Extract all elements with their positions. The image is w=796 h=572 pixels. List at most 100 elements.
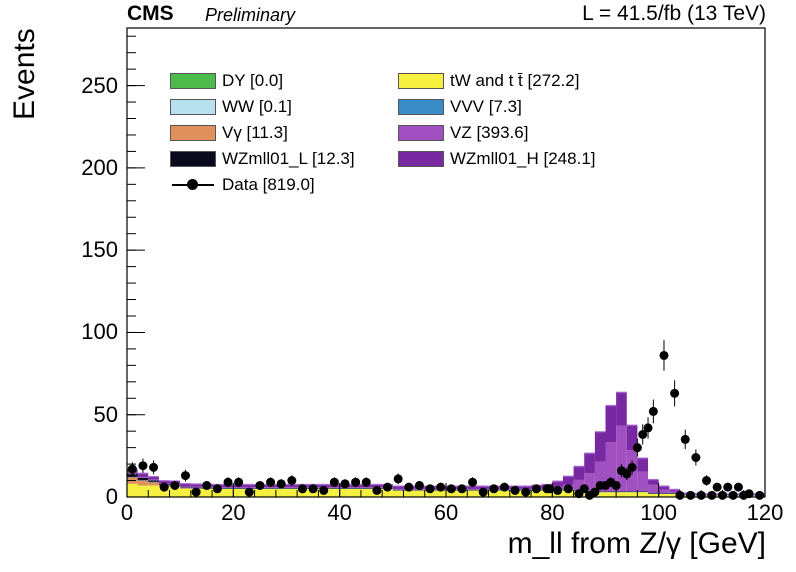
bar-tw-ttbar [446, 490, 457, 497]
bar-tw-ttbar [222, 488, 234, 497]
data-point [138, 461, 148, 471]
bar-wzmll01-l [360, 488, 372, 489]
legend-swatch-vvv [398, 99, 444, 115]
bar-wzmll01-l [286, 488, 298, 489]
data-point [712, 482, 722, 492]
data-point [643, 423, 653, 433]
stacked-histogram [127, 391, 765, 497]
bar-wzmll01-l [222, 488, 234, 489]
data-point [489, 484, 499, 494]
bar-wzmll01-l [329, 488, 340, 489]
stack-total-edge [148, 475, 159, 478]
data-point [632, 443, 642, 453]
data-point [457, 484, 467, 494]
stack-total-edge [243, 483, 255, 486]
data-point [478, 487, 488, 497]
bar-tw-ttbar [637, 492, 649, 497]
data-point [468, 477, 478, 487]
bar-vz [648, 484, 659, 494]
bar-wzmll01-h [626, 425, 638, 451]
x-tick-label: 100 [640, 500, 678, 525]
bar-vvv [148, 481, 159, 483]
data-point [728, 490, 738, 500]
stack-total-edge [658, 485, 670, 488]
bar-vvv [137, 480, 149, 481]
bar-wzmll01-h [562, 476, 574, 485]
legend-swatch-ww [170, 99, 216, 115]
bar-tw-ttbar [169, 487, 181, 497]
y-tick-label: 250 [81, 72, 118, 98]
bar-vvv [669, 493, 680, 494]
bar-tw-ttbar [648, 493, 659, 497]
bar-wzmll01-h [637, 458, 649, 472]
bar-vvv [648, 493, 659, 494]
bar-tw-ttbar [360, 488, 372, 497]
stack-total-edge [626, 424, 638, 427]
data-point [361, 477, 371, 487]
bar-vvv [722, 495, 734, 496]
stack-total-edge [520, 485, 532, 488]
bar-vvv [711, 495, 723, 496]
x-tick-label: 60 [433, 500, 459, 525]
stack-total-edge [733, 493, 744, 496]
bar-wzmll01-h [467, 486, 478, 489]
bar-wzmll01-h [648, 479, 659, 485]
stack-total-edge [318, 483, 330, 486]
bar-vvv [467, 490, 478, 491]
bar-vvv [286, 488, 298, 489]
data-point [733, 482, 743, 492]
bar-wzmll01-l [414, 489, 425, 491]
x-tick-label: 40 [327, 500, 352, 525]
bar-tw-ttbar [733, 495, 744, 497]
bar-tw-ttbar [201, 488, 213, 497]
bar-vvv [626, 491, 638, 493]
data-point [244, 487, 254, 497]
bar-vvv [701, 495, 712, 496]
data-point [149, 462, 159, 472]
bar-vvv [414, 490, 425, 491]
bar-wzmll01-l [233, 488, 244, 489]
bar-tw-ttbar [722, 495, 734, 497]
data-point [191, 487, 201, 497]
bar-vg [180, 487, 191, 489]
bar-tw-ttbar [488, 490, 500, 497]
bar-vz [329, 487, 340, 489]
legend-entry-vvv: VVV [7.3] [398, 97, 522, 117]
bar-vz [573, 479, 585, 490]
bar-vz [594, 461, 606, 492]
bar-vz [180, 486, 191, 488]
axis-ticks [126, 35, 766, 498]
data-point [297, 484, 307, 494]
bar-vz [190, 486, 202, 488]
data-point [553, 485, 563, 495]
bar-tw-ttbar [435, 490, 446, 497]
data-point [446, 484, 456, 494]
bar-wzmll01-l [148, 480, 159, 482]
data-point [648, 406, 658, 416]
bar-tw-ttbar [605, 492, 617, 497]
bar-vvv [690, 495, 702, 496]
bar-wzmll01-l [392, 489, 404, 491]
data-point [436, 482, 446, 492]
bar-tw-ttbar [403, 490, 415, 497]
x-axis-title: m_ll from Z/γ [GeV] [507, 527, 766, 560]
stack-total-edge [562, 475, 574, 478]
data-point [223, 477, 233, 487]
data-point [611, 480, 621, 490]
legend-label-wzmll01-l: WZmll01_L [12.3] [222, 149, 355, 168]
stack-total-edge [711, 493, 723, 496]
bar-tw-ttbar [616, 492, 627, 497]
bar-tw-ttbar [414, 490, 425, 497]
stack-total-edge [552, 480, 563, 483]
bar-vvv [222, 488, 234, 489]
bar-wzmll01-h [605, 405, 617, 443]
bar-vvv [233, 488, 244, 489]
data-point [383, 482, 393, 492]
bar-wzmll01-h [180, 483, 191, 487]
bar-vvv [616, 491, 627, 493]
legend-entry-vgamma: Vγ [11.3] [170, 123, 288, 143]
data-point [159, 482, 169, 492]
stack-total-edge [371, 483, 383, 486]
bar-wzmll01-l [180, 487, 191, 488]
